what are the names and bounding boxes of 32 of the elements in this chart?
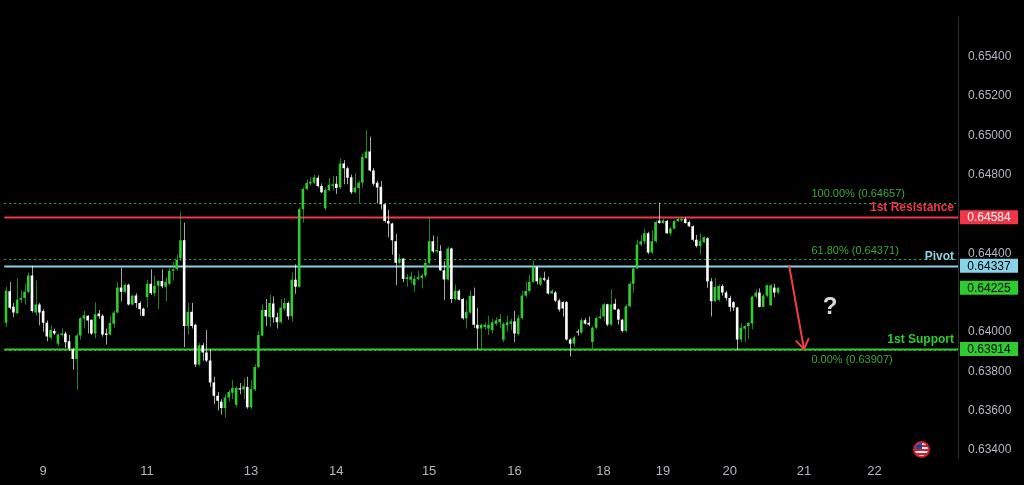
ref-line-label: 0.00% (0.63907) — [811, 352, 893, 365]
x-tick-label: 20 — [722, 463, 737, 479]
ref-line-label: 1st Support — [887, 332, 954, 347]
y-tick-label: 0.64800 — [968, 166, 1012, 181]
ref-line-label: 1st Resistance — [869, 200, 955, 215]
y-tick-label: 0.64400 — [968, 245, 1012, 260]
candlestick — [576, 328, 579, 337]
ref-line-label: 61.80% (0.64371) — [811, 243, 899, 256]
text: 0.64584 — [967, 209, 1012, 224]
y-tick-label: 0.65000 — [968, 127, 1012, 142]
x-tick-label: 19 — [655, 463, 671, 479]
x-tick-label: 15 — [421, 463, 437, 479]
y-tick-label: 0.63800 — [968, 363, 1012, 378]
y-tick-label: 0.63400 — [968, 442, 1012, 457]
x-tick-label: 9 — [39, 463, 47, 479]
y-tick-label: 0.65400 — [968, 48, 1012, 63]
text: 0.64337 — [967, 258, 1012, 273]
ref-line-label: 100.00% (0.64657) — [811, 187, 905, 200]
x-tick-label: 22 — [867, 463, 882, 479]
x-tick-label: 18 — [596, 463, 611, 479]
text: 0.63914 — [967, 341, 1012, 356]
x-tick-label: 14 — [329, 463, 344, 479]
x-tick-label: 13 — [243, 463, 259, 479]
y-tick-label: 0.64000 — [968, 324, 1012, 339]
text: 0.64225 — [967, 280, 1012, 295]
y-tick-label: 0.65200 — [968, 88, 1012, 103]
ref-line-label: Pivot — [924, 249, 955, 264]
x-tick-label: 11 — [140, 463, 154, 479]
annotation: ? — [822, 291, 838, 319]
x-tick-label: 16 — [507, 463, 522, 479]
y-tick-label: 0.63600 — [968, 403, 1012, 418]
x-tick-label: 21 — [796, 463, 812, 479]
